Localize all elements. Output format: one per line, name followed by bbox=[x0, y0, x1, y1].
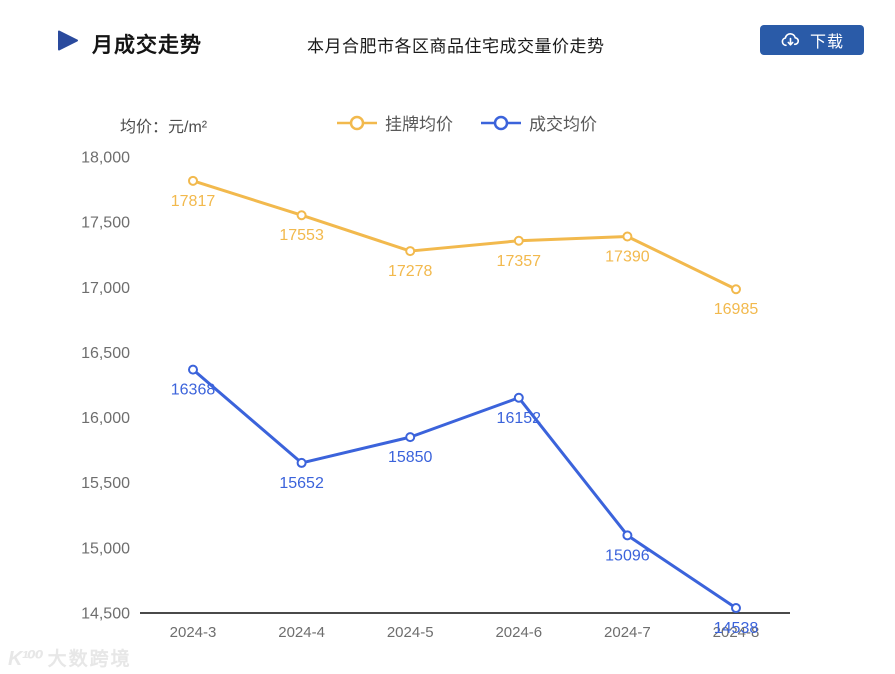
listing-avg-price-point-marker bbox=[188, 175, 198, 186]
y-axis-tick-label: 17,000 bbox=[81, 280, 130, 297]
deal-avg-price-line bbox=[191, 368, 738, 610]
deal-avg-price-value-label: 15652 bbox=[279, 475, 324, 492]
listing-avg-price-value-label: 17390 bbox=[605, 248, 650, 265]
legend-item-listing-avg-price[interactable]: 挂牌均价 bbox=[337, 110, 453, 135]
y-axis-tick-label: 15,500 bbox=[81, 475, 130, 492]
listing-avg-price-value-label: 17817 bbox=[171, 193, 216, 210]
legend-label: 挂牌均价 bbox=[385, 115, 453, 134]
listing-avg-price-point-marker bbox=[622, 231, 633, 242]
deal-avg-price-point-marker bbox=[296, 457, 307, 468]
y-axis-tick-label: 16,500 bbox=[81, 345, 130, 362]
listing-avg-price-value-label: 17278 bbox=[388, 263, 433, 280]
chart-legend: 挂牌均价 成交均价 bbox=[337, 110, 597, 135]
deal-avg-price-value-label: 16368 bbox=[171, 382, 216, 399]
watermark: K¹⁰⁰ 大数跨境 bbox=[8, 644, 132, 671]
x-axis-tick-label: 2024-4 bbox=[278, 624, 325, 641]
y-axis-tick-label: 18,000 bbox=[81, 150, 130, 167]
listing-avg-price-point-marker bbox=[513, 235, 524, 246]
page-title: 月成交走势 bbox=[92, 34, 202, 57]
deal-avg-price-value-label: 15850 bbox=[388, 449, 433, 466]
listing-avg-price-value-label: 17553 bbox=[279, 227, 324, 244]
legend-marker-icon bbox=[481, 115, 521, 130]
y-axis-tick-label: 16,000 bbox=[81, 410, 130, 427]
deal-avg-price-value-label: 15096 bbox=[605, 547, 650, 564]
download-button-label: 下载 bbox=[809, 34, 844, 51]
y-axis-tick-label: 15,000 bbox=[81, 540, 130, 557]
title-triangle-icon bbox=[58, 30, 78, 51]
watermark-logo: K¹⁰⁰ bbox=[8, 648, 44, 670]
deal-avg-price-value-label: 16152 bbox=[497, 410, 542, 427]
legend-label: 成交均价 bbox=[529, 115, 597, 134]
watermark-text: 大数跨境 bbox=[47, 649, 132, 670]
download-button[interactable]: 下载 bbox=[760, 25, 864, 55]
x-axis-tick-label: 2024-8 bbox=[713, 624, 760, 641]
listing-avg-price-point-marker bbox=[405, 246, 416, 257]
listing-avg-price-value-label: 17357 bbox=[497, 253, 542, 270]
listing-avg-price-point-marker bbox=[296, 210, 307, 221]
x-axis-tick-label: 2024-3 bbox=[170, 624, 217, 641]
cloud-download-icon bbox=[781, 33, 800, 47]
y-axis-tick-label: 14,500 bbox=[81, 606, 130, 623]
y-axis-tick-label: 17,500 bbox=[81, 215, 130, 232]
listing-avg-price-point-marker bbox=[731, 284, 741, 295]
chart-subtitle: 本月合肥市各区商品住宅成交量价走势 bbox=[307, 37, 605, 56]
deal-avg-price-point-marker bbox=[188, 364, 198, 375]
x-axis-tick-label: 2024-6 bbox=[495, 624, 542, 641]
listing-avg-price-value-label: 16985 bbox=[714, 301, 759, 318]
deal-avg-price-point-marker bbox=[622, 530, 633, 541]
listing-avg-price-line bbox=[191, 179, 738, 291]
deal-avg-price-point-marker bbox=[513, 392, 524, 403]
legend-marker-icon bbox=[337, 115, 377, 130]
legend-item-deal-avg-price[interactable]: 成交均价 bbox=[481, 110, 597, 135]
y-axis-unit-label: 均价：元/m² bbox=[120, 119, 208, 136]
deal-avg-price-point-marker bbox=[405, 432, 416, 443]
x-axis-tick-label: 2024-5 bbox=[387, 624, 434, 641]
deal-avg-price-point-marker bbox=[731, 603, 741, 614]
deal-avg-price-value-label: 14538 bbox=[714, 620, 759, 637]
x-axis-tick-label: 2024-7 bbox=[604, 624, 651, 641]
